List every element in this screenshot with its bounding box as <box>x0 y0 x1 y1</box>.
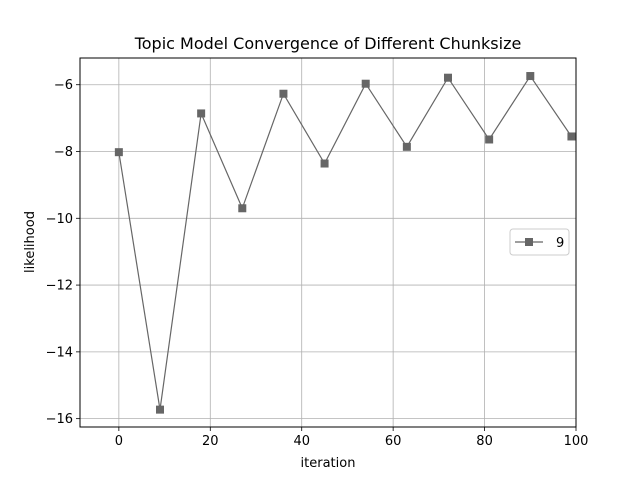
data-point-marker <box>485 135 494 144</box>
legend-entry-label: 9 <box>556 236 564 251</box>
data-point-marker <box>238 204 247 213</box>
data-point-marker <box>361 79 370 88</box>
x-tick-label: 40 <box>293 434 310 449</box>
y-tick-label: −8 <box>54 145 73 160</box>
x-tick-label: 100 <box>564 434 589 449</box>
x-tick-label: 0 <box>115 434 123 449</box>
data-point-marker <box>279 89 288 98</box>
x-tick-label: 20 <box>202 434 219 449</box>
y-tick-label: −14 <box>46 345 73 360</box>
series-layer <box>114 72 576 414</box>
data-point-marker <box>526 72 535 81</box>
x-axis-label: iteration <box>301 456 356 471</box>
axes: 0 20 40 60 80 100 −16 −14 −12 −10 −8 −6 <box>46 78 589 449</box>
grid-lines <box>80 58 577 427</box>
plot-frame <box>79 57 577 428</box>
y-tick-label: −12 <box>46 279 73 294</box>
data-point-marker <box>444 73 452 82</box>
x-tick-label: 60 <box>385 434 402 449</box>
chart-title: Topic Model Convergence of Different Chu… <box>134 34 522 53</box>
data-point-marker <box>156 405 164 414</box>
y-tick-label: −16 <box>46 412 73 427</box>
legend-marker-swatch <box>525 238 533 246</box>
data-point-marker <box>320 159 329 168</box>
data-point-marker <box>402 142 411 151</box>
data-point-marker <box>114 148 123 157</box>
data-point-marker <box>197 109 206 118</box>
y-tick-label: −10 <box>46 212 73 227</box>
y-tick-label: −6 <box>54 78 73 93</box>
x-tick-label: 80 <box>476 434 493 449</box>
series-line <box>118 74 572 410</box>
data-point-marker <box>567 132 576 141</box>
legend: 9 <box>509 228 570 256</box>
y-axis-label: likelihood <box>23 211 38 273</box>
